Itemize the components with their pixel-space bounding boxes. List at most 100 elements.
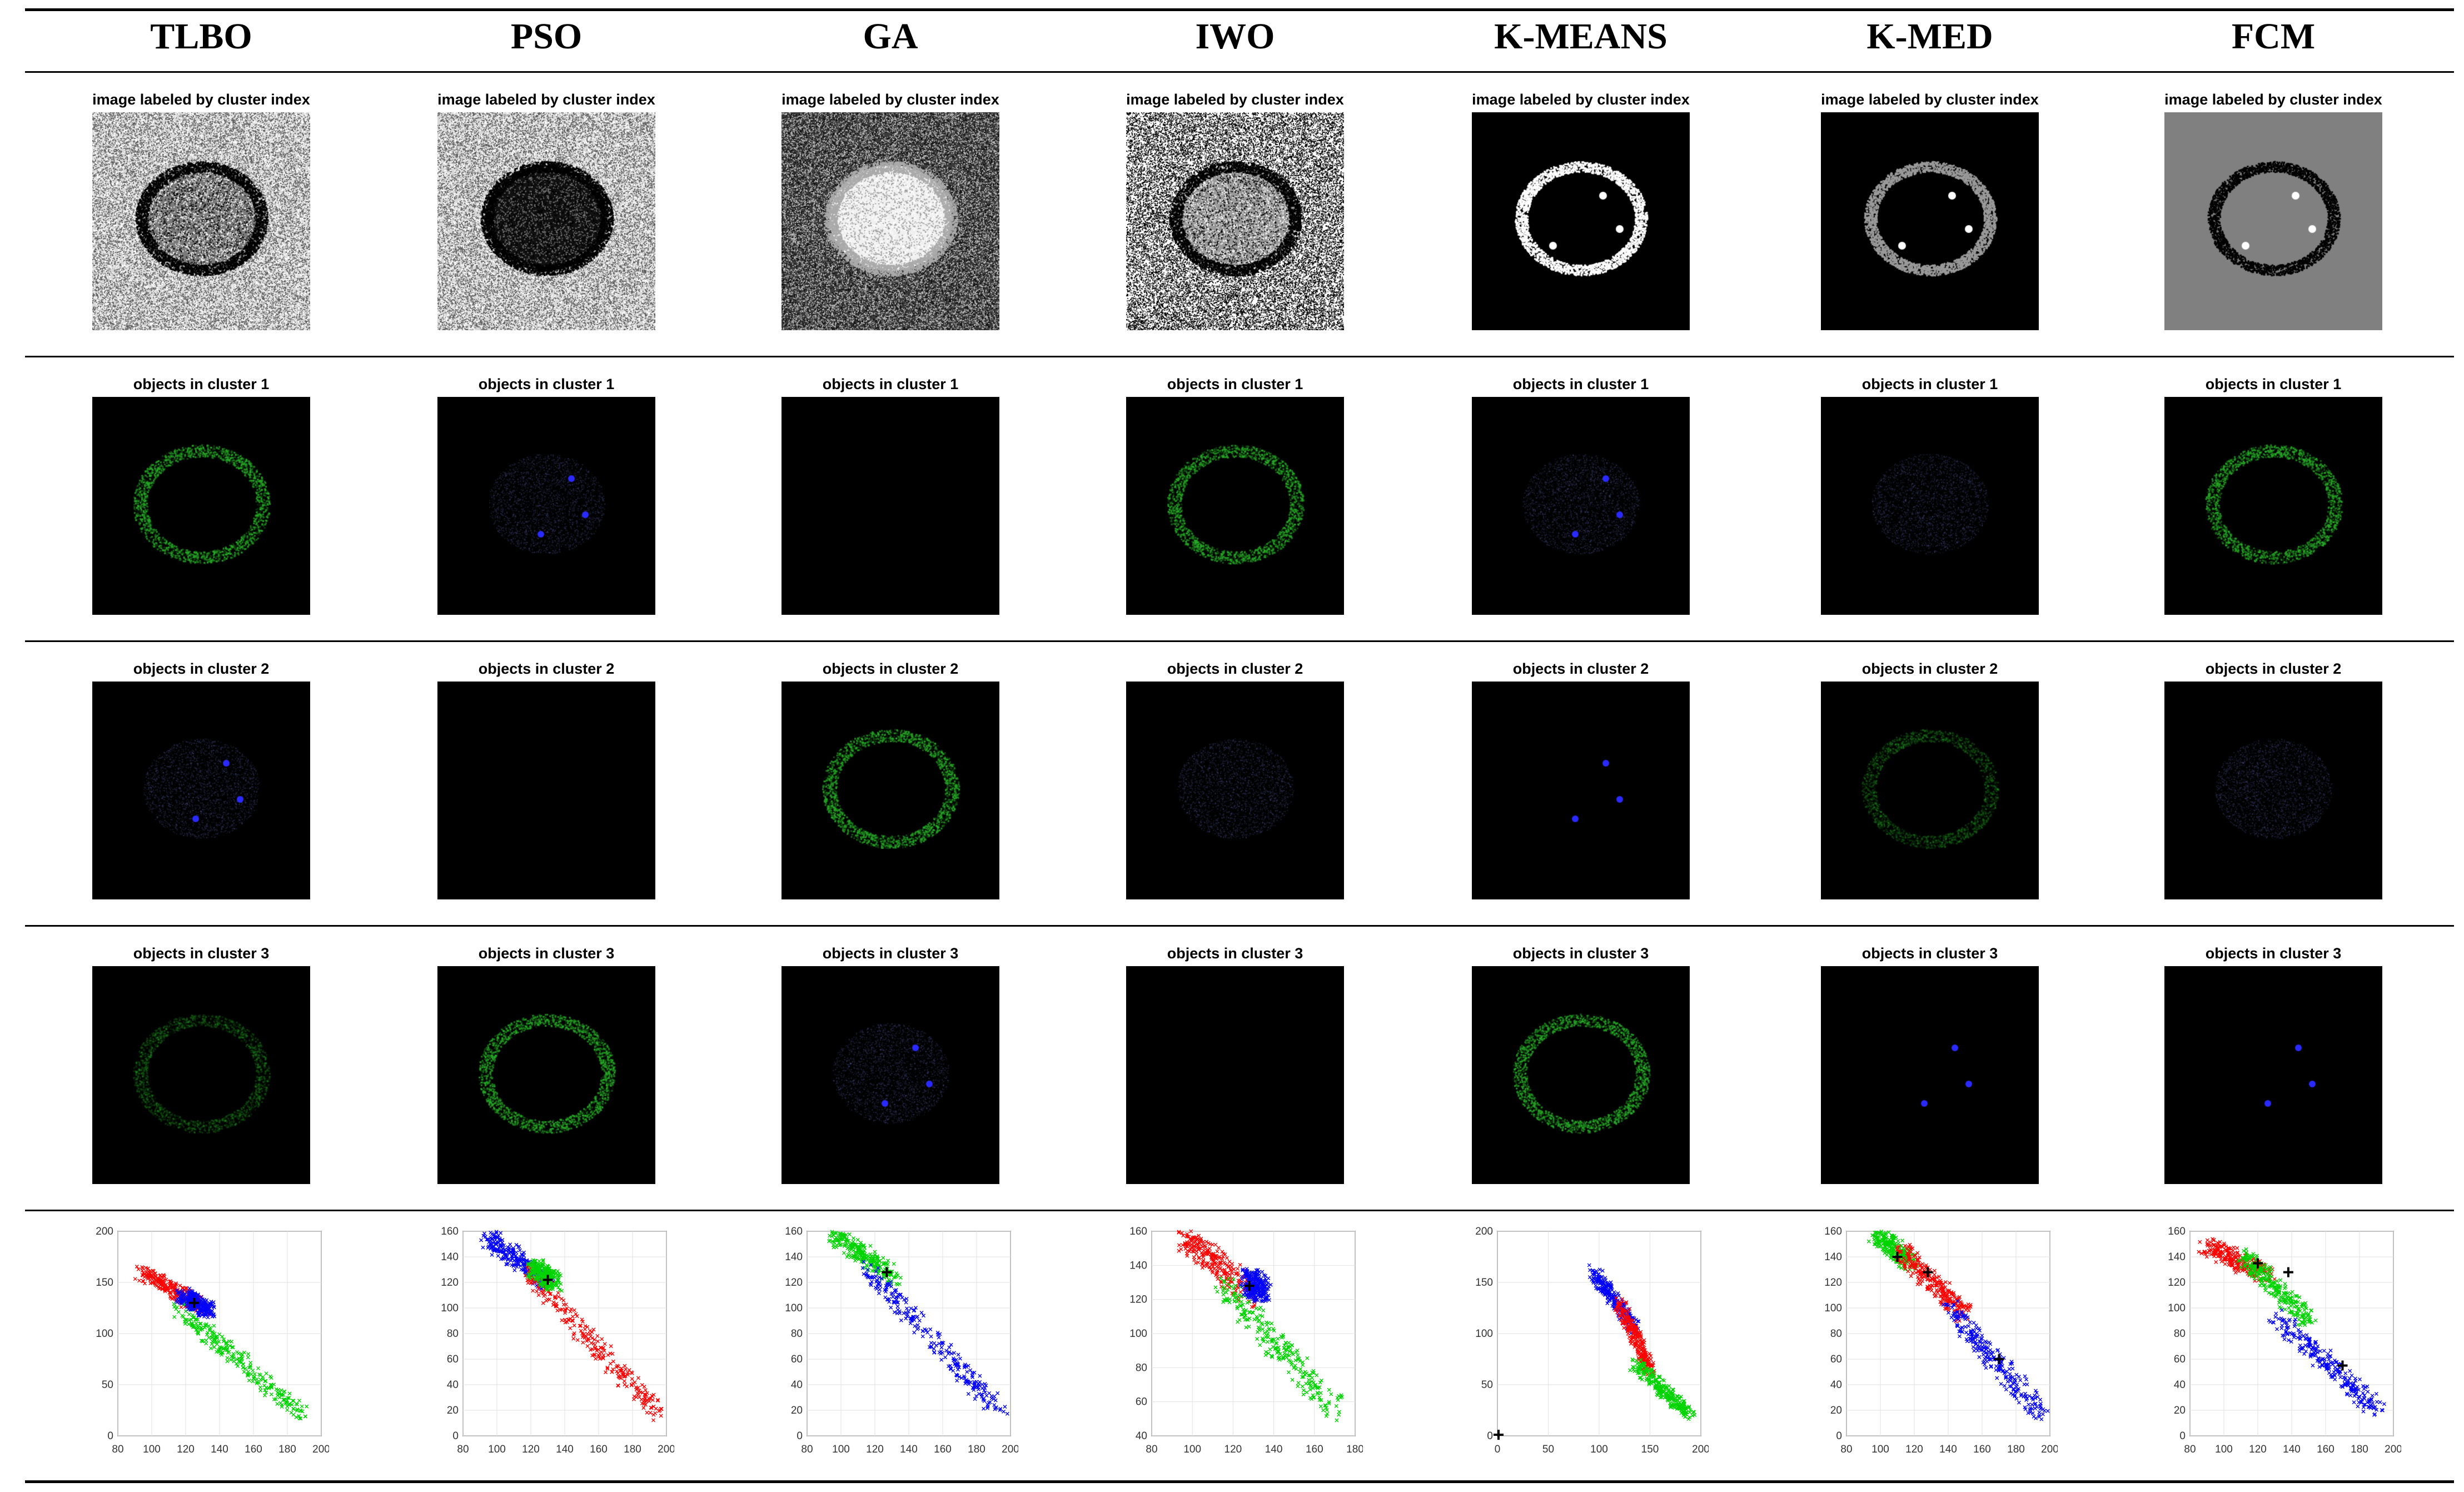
data-point [1601, 1282, 1605, 1286]
data-point [202, 1312, 206, 1316]
data-point [610, 1351, 615, 1356]
data-point [878, 1265, 883, 1269]
data-point [175, 1300, 179, 1305]
data-point [1917, 1269, 1921, 1273]
data-point [526, 1281, 530, 1285]
data-point [136, 1267, 141, 1271]
data-point [561, 1302, 566, 1307]
data-point [506, 1257, 511, 1262]
data-point [240, 1360, 244, 1364]
data-point [1241, 1267, 1245, 1272]
data-point [1677, 1396, 1682, 1401]
data-point [196, 1312, 201, 1317]
data-point [1222, 1279, 1226, 1283]
data-point [255, 1381, 259, 1385]
data-point [630, 1377, 634, 1381]
caption-cluster3-tlbo: objects in cluster 3 [133, 945, 270, 962]
data-point [1959, 1301, 1964, 1305]
data-point [1958, 1326, 1963, 1331]
data-point [1301, 1371, 1306, 1375]
data-point [1296, 1384, 1300, 1389]
data-point [1640, 1364, 1644, 1369]
data-point [606, 1353, 610, 1357]
data-point [1297, 1356, 1301, 1361]
data-point [1192, 1236, 1196, 1240]
data-point [588, 1329, 592, 1333]
data-point [1189, 1229, 1193, 1234]
data-point [1607, 1298, 1612, 1302]
centroid-marker [1494, 1430, 1504, 1440]
data-point [1243, 1291, 1247, 1295]
data-point [190, 1321, 195, 1326]
data-point [2205, 1242, 2209, 1246]
data-point [1250, 1310, 1255, 1315]
data-point [503, 1254, 507, 1259]
data-point [1693, 1413, 1697, 1418]
data-point [1195, 1237, 1199, 1242]
series-red [1895, 1242, 1973, 1324]
data-point [1683, 1415, 1688, 1419]
data-point [1231, 1286, 1236, 1291]
data-point [2030, 1411, 2035, 1415]
data-point [517, 1248, 522, 1252]
data-point [1255, 1291, 1258, 1295]
data-point [1198, 1246, 1202, 1251]
y-tick-label: 100 [785, 1302, 803, 1314]
data-point [1899, 1249, 1904, 1254]
data-point [598, 1356, 602, 1361]
data-point [1596, 1272, 1600, 1276]
data-point [882, 1261, 887, 1265]
data-point [1664, 1385, 1668, 1390]
data-point [1292, 1366, 1296, 1370]
data-point [198, 1327, 203, 1332]
data-point [1639, 1357, 1643, 1362]
data-point [912, 1308, 917, 1312]
data-point [547, 1266, 551, 1270]
data-point [878, 1280, 882, 1284]
data-point [1997, 1364, 2002, 1368]
data-point [2198, 1240, 2202, 1244]
data-point [1947, 1289, 1952, 1293]
centroid-marker [542, 1275, 553, 1285]
data-point [1973, 1334, 1978, 1339]
data-point [845, 1242, 849, 1247]
data-point [481, 1245, 485, 1250]
data-point [1629, 1319, 1633, 1323]
x-tick-label: 180 [1346, 1444, 1363, 1455]
data-point [1982, 1346, 1987, 1350]
column-header-iwo: IWO [1195, 16, 1275, 57]
data-point [158, 1280, 162, 1284]
data-point [1671, 1387, 1675, 1391]
data-point [1232, 1291, 1236, 1295]
data-point [1614, 1296, 1618, 1300]
data-point [188, 1296, 192, 1300]
data-point [871, 1256, 875, 1260]
data-point [1909, 1247, 1913, 1251]
data-point [581, 1340, 585, 1345]
data-point [189, 1317, 193, 1322]
caption-cluster2-iwo: objects in cluster 2 [1167, 660, 1303, 677]
cluster-3-image-iwo [1126, 966, 1344, 1184]
data-point [1290, 1362, 1294, 1367]
labeled-image-tlbo [92, 112, 310, 330]
caption-labeled-iwo: image labeled by cluster index [1126, 91, 1344, 108]
data-point [542, 1265, 546, 1270]
data-point [892, 1299, 897, 1304]
data-point [890, 1295, 895, 1299]
data-point [1624, 1300, 1629, 1305]
data-point [2214, 1260, 2218, 1264]
x-tick-label: 200 [1692, 1444, 1709, 1455]
data-point [181, 1315, 186, 1319]
data-point [1288, 1345, 1292, 1349]
data-point [1261, 1327, 1265, 1331]
data-point [1634, 1359, 1639, 1363]
data-point [2023, 1407, 2028, 1411]
data-point [264, 1390, 268, 1395]
top-rule [25, 8, 2454, 11]
data-point [623, 1374, 627, 1379]
data-point [2014, 1372, 2019, 1377]
data-point [272, 1397, 276, 1401]
data-point [1233, 1284, 1237, 1288]
data-point [1204, 1261, 1209, 1266]
data-point [1640, 1377, 1644, 1382]
